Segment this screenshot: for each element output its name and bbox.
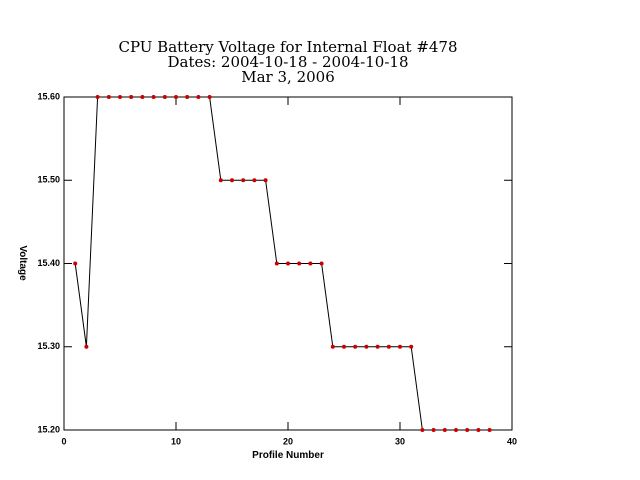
y-axis-label: Voltage <box>17 245 28 281</box>
data-point <box>330 344 335 349</box>
data-point <box>230 178 234 183</box>
data-point <box>386 344 391 349</box>
data-point <box>263 178 268 183</box>
data-point <box>431 428 436 432</box>
data-point <box>218 178 223 183</box>
x-tick-label: 30 <box>395 436 405 446</box>
data-point <box>106 95 111 99</box>
chart-date: Mar 3, 2006 <box>241 68 335 86</box>
data-point <box>84 344 89 349</box>
data-point <box>286 261 290 266</box>
data-point <box>241 178 246 183</box>
data-point <box>162 95 167 99</box>
data-point <box>118 95 122 99</box>
data-point <box>308 261 313 266</box>
data-point <box>476 428 481 432</box>
data-point <box>140 95 145 99</box>
data-point <box>398 344 402 349</box>
x-tick-label: 10 <box>171 436 181 446</box>
data-point <box>364 344 369 349</box>
x-tick-label: 0 <box>61 436 66 446</box>
data-point <box>454 428 458 432</box>
data-point <box>319 261 324 266</box>
data-point <box>409 344 414 349</box>
y-tick-label: 15.30 <box>37 341 60 351</box>
data-point <box>174 95 178 99</box>
data-point <box>274 261 279 266</box>
x-tick-label: 20 <box>283 436 293 446</box>
data-point <box>207 95 212 99</box>
data-point <box>196 95 201 99</box>
data-point <box>95 95 100 99</box>
data-point <box>342 344 346 349</box>
chart-title: CPU Battery Voltage for Internal Float #… <box>118 38 457 56</box>
data-point <box>185 95 190 99</box>
y-tick-label: 15.40 <box>37 258 60 268</box>
data-point <box>487 428 492 432</box>
data-point <box>442 428 447 432</box>
x-tick-label: 40 <box>507 436 517 446</box>
data-point <box>151 95 156 99</box>
data-point <box>353 344 358 349</box>
data-point <box>129 95 134 99</box>
data-point <box>420 428 425 432</box>
chart-subtitle: Dates: 2004-10-18 - 2004-10-18 <box>168 53 409 71</box>
y-tick-label: 15.20 <box>37 424 60 434</box>
y-tick-label: 15.50 <box>37 175 60 185</box>
y-tick-label: 15.60 <box>37 91 60 101</box>
data-point <box>465 428 470 432</box>
data-point <box>297 261 302 266</box>
x-axis-label: Profile Number <box>252 450 324 461</box>
data-point <box>375 344 380 349</box>
data-point <box>252 178 257 183</box>
data-point <box>73 261 78 266</box>
